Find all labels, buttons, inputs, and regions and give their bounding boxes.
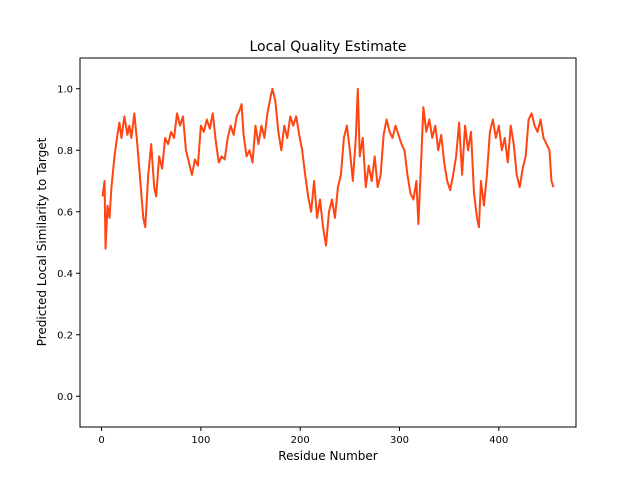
x-tick-label: 300 xyxy=(390,435,409,446)
y-tick-label: 0.2 xyxy=(57,330,73,341)
y-axis-label: Predicted Local Similarity to Target xyxy=(35,137,49,346)
x-tick-label: 400 xyxy=(489,435,508,446)
y-tick-label: 0.6 xyxy=(57,207,73,218)
y-tick-label: 0.0 xyxy=(57,392,73,403)
plot-frame xyxy=(79,57,577,428)
x-tick-label: 0 xyxy=(98,435,104,446)
x-tick-label: 100 xyxy=(191,435,210,446)
x-tick-label: 200 xyxy=(291,435,310,446)
y-tick-label: 1.0 xyxy=(57,84,73,95)
y-tick-label: 0.4 xyxy=(57,269,73,280)
x-axis-label: Residue Number xyxy=(278,449,377,463)
y-tick-label: 0.8 xyxy=(57,146,73,157)
chart-title: Local Quality Estimate xyxy=(249,39,406,55)
line xyxy=(101,87,555,250)
